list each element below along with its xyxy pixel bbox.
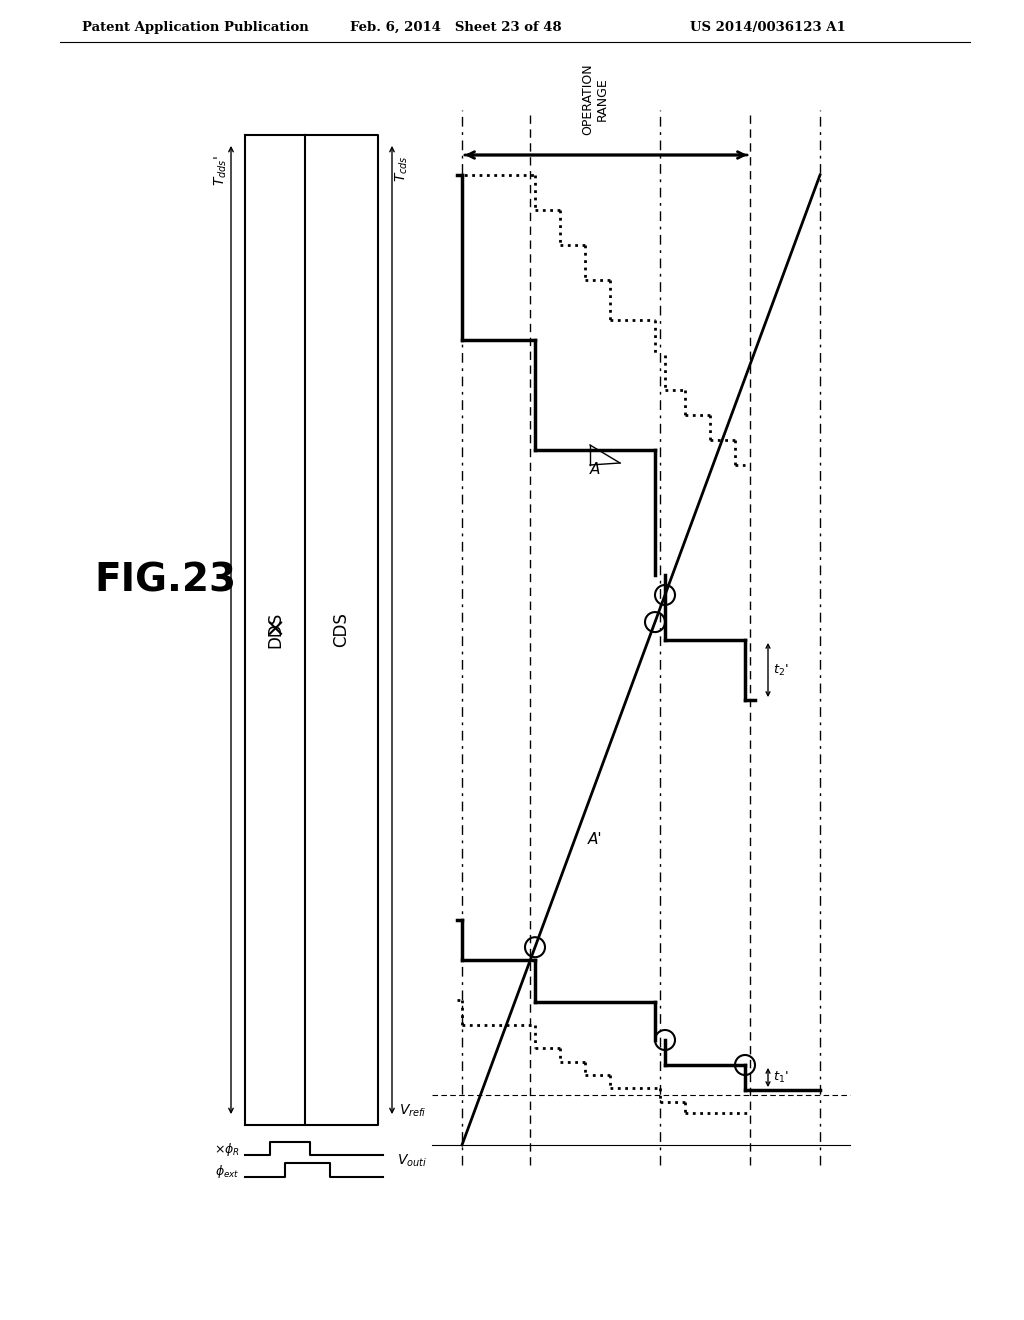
Text: ×: ×: [264, 618, 286, 642]
Text: Feb. 6, 2014   Sheet 23 of 48: Feb. 6, 2014 Sheet 23 of 48: [350, 21, 561, 33]
Text: OPERATION
RANGE: OPERATION RANGE: [581, 63, 609, 135]
Text: DDS: DDS: [266, 612, 284, 648]
Text: $V_{outi}$: $V_{outi}$: [397, 1152, 427, 1170]
Text: $\phi_{ext}$: $\phi_{ext}$: [215, 1163, 240, 1180]
Text: CDS: CDS: [333, 612, 350, 647]
Text: $t_1$': $t_1$': [773, 1071, 788, 1085]
Text: $\times\phi_R$: $\times\phi_R$: [214, 1142, 240, 1159]
Text: US 2014/0036123 A1: US 2014/0036123 A1: [690, 21, 846, 33]
Text: Patent Application Publication: Patent Application Publication: [82, 21, 309, 33]
Text: A: A: [590, 462, 600, 478]
Text: FIG.23: FIG.23: [94, 561, 237, 599]
Text: $T_{cds}$: $T_{cds}$: [394, 154, 411, 182]
Text: $T_{dds}$': $T_{dds}$': [213, 154, 229, 186]
Text: $V_{refi}$: $V_{refi}$: [399, 1104, 427, 1119]
Text: $t_2$': $t_2$': [773, 663, 788, 677]
Text: A': A': [588, 833, 602, 847]
